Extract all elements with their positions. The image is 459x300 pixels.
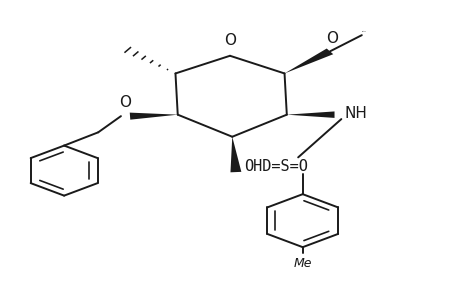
Text: methyl: methyl (361, 31, 366, 32)
Polygon shape (230, 137, 241, 172)
Polygon shape (286, 111, 334, 118)
Text: NH: NH (344, 106, 367, 121)
Text: O: O (224, 33, 235, 48)
Text: O: O (119, 95, 131, 110)
Polygon shape (284, 49, 332, 74)
Polygon shape (129, 112, 177, 120)
Text: OHD=S=O: OHD=S=O (243, 159, 307, 174)
Text: O: O (325, 31, 337, 46)
Text: Me: Me (293, 257, 311, 271)
